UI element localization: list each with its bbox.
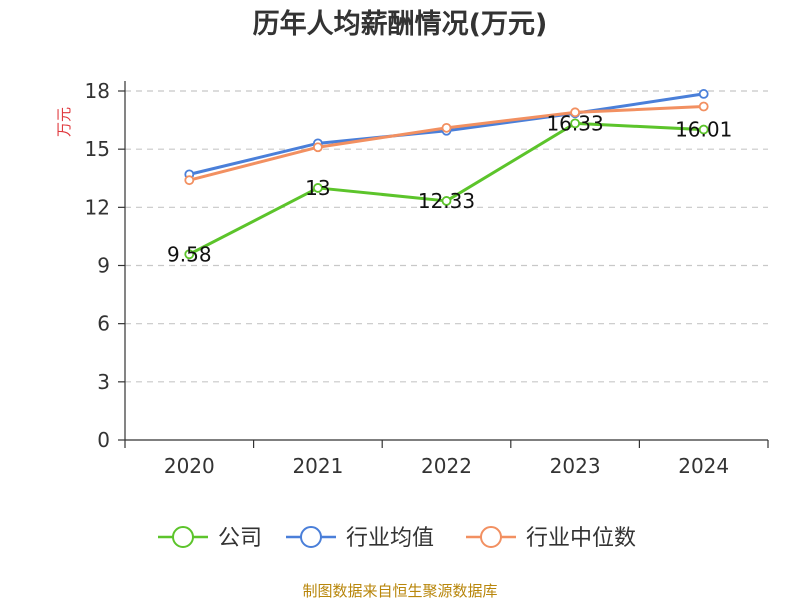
legend-label: 行业均值 bbox=[346, 526, 434, 551]
data-point[interactable] bbox=[698, 124, 709, 135]
data-label: 9.58 bbox=[167, 242, 212, 266]
y-tick-label: 18 bbox=[85, 79, 110, 103]
data-label: 16.01 bbox=[675, 118, 732, 142]
legend-item[interactable]: 行业中位数 bbox=[466, 526, 636, 551]
data-point[interactable] bbox=[312, 183, 323, 193]
x-tick-label: 2020 bbox=[164, 454, 215, 478]
legend-label: 公司 bbox=[218, 526, 262, 551]
y-tick-label: 9 bbox=[97, 254, 110, 278]
legend[interactable]: 公司 行业均值 行业中位数 bbox=[158, 526, 636, 551]
y-axis-label: 万元 bbox=[55, 107, 73, 137]
data-labels: 9.58 13 12.33 16.33 16.01 bbox=[167, 111, 732, 266]
data-point[interactable] bbox=[184, 175, 195, 186]
chart-title: 历年人均薪酬情况(万元) bbox=[253, 8, 548, 40]
data-point[interactable] bbox=[441, 122, 452, 133]
data-point[interactable] bbox=[570, 107, 580, 118]
y-tick-label: 15 bbox=[85, 137, 110, 161]
series-line bbox=[188, 105, 704, 182]
data-label: 13 bbox=[305, 176, 330, 200]
legend-item[interactable]: 公司 bbox=[158, 526, 262, 551]
legend-marker bbox=[300, 526, 322, 548]
source-note: 制图数据来自恒生聚源数据库 bbox=[302, 582, 497, 600]
x-tick-label: 2022 bbox=[421, 454, 472, 478]
data-label: 16.33 bbox=[546, 111, 603, 135]
data-label: 12.33 bbox=[418, 189, 475, 213]
series-group bbox=[184, 89, 709, 260]
legend-marker bbox=[480, 526, 502, 548]
data-point[interactable] bbox=[698, 89, 709, 99]
data-point[interactable] bbox=[184, 249, 195, 260]
legend-marker bbox=[172, 526, 194, 548]
x-tick-label: 2023 bbox=[550, 454, 601, 478]
y-tick-label: 0 bbox=[97, 428, 110, 452]
data-point[interactable] bbox=[698, 101, 709, 112]
y-tick-label: 3 bbox=[97, 370, 110, 394]
y-tick-label: 6 bbox=[97, 312, 110, 336]
data-point[interactable] bbox=[312, 142, 323, 153]
data-point[interactable] bbox=[570, 118, 580, 129]
data-point[interactable] bbox=[441, 196, 452, 206]
legend-label: 行业中位数 bbox=[526, 526, 636, 551]
x-tick-label: 2021 bbox=[292, 454, 343, 478]
x-tick-label: 2024 bbox=[678, 454, 729, 478]
grid-lines bbox=[125, 90, 768, 383]
y-tick-label: 12 bbox=[85, 195, 110, 219]
legend-item[interactable]: 行业均值 bbox=[286, 526, 434, 551]
axes: 0 3 6 9 12 15 18 2020 2021 2022 2023 2024 bbox=[85, 79, 769, 478]
